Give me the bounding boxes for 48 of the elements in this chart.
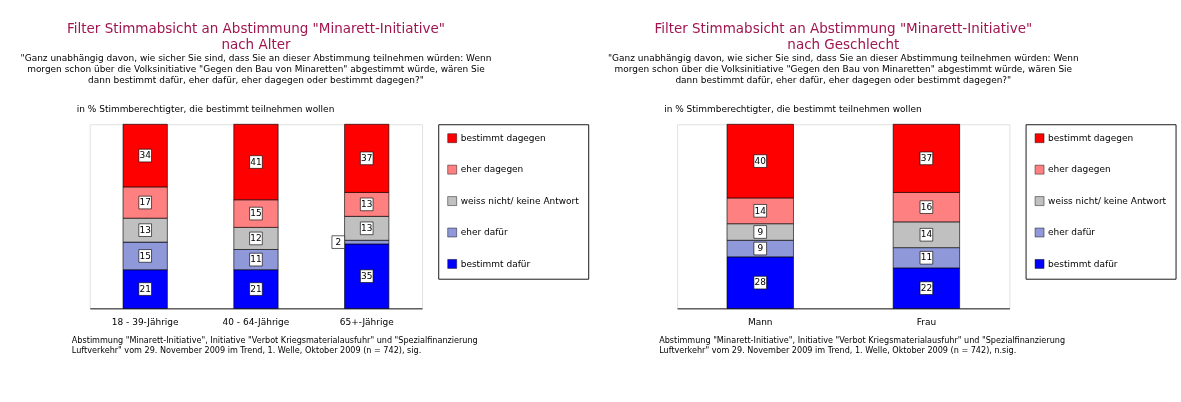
chart-title: Filter Stimmabsicht an Abstimmung "Minarett-Initiative" nach Alter [67,19,445,52]
chart-title: Filter Stimmabsicht an Abstimmung "Minarett-Initiative" nach Geschlecht [654,19,1033,52]
x-tick-label: 40 - 64-Jährige [222,317,290,328]
legend-label: eher dafür [460,227,509,238]
legend-label: bestimmt dafür [1048,258,1118,269]
data-label: 11 [250,254,262,265]
legend-label: bestimmt dafür [460,258,531,269]
data-label: 16 [920,201,933,212]
y-axis-title: in % Stimmberechtigter, die bestimmt teilnehmen wollen [664,104,922,115]
data-label: 11 [920,252,933,263]
x-tick-label: 65+-Jährige [339,317,395,328]
data-label: 15 [250,208,262,219]
legend-label: eher dafür [1048,227,1096,238]
data-label: 13 [139,224,151,235]
text: Abstimmung "Minarett-Initiative", Initiative "Verbot Kriegsmaterialausfuhr" und "Spezialfinanzierung Luftverkehr" vom 29. November 2009 im Trend, 1. Welle, Oktober 2009 (n = 742), n.sig. [659,335,1066,356]
data-label: 21 [139,283,151,294]
data-label: 21 [250,283,262,294]
data-label: 12 [250,233,262,244]
legend-label: eher dagegen [1048,164,1111,175]
legend-label: eher dagegen [460,164,524,175]
data-label: 13 [361,223,373,233]
data-label: 14 [754,205,767,216]
data-label: 40 [754,155,767,166]
legend-label: bestimmt dagegen [460,132,546,143]
data-label: 37 [920,153,933,164]
x-tick-label: 18 - 39-Jährige [111,317,180,328]
data-label: 17 [139,197,151,208]
x-tick-label: Frau [916,317,937,328]
text: Abstimmung "Minarett-Initiative", Initiative "Verbot Kriegsmaterialausfuhr" und "Spezialfinanzierung Luftverkehr" vom 29. November 2009 im Trend, 1. Welle, Oktober 2009 (n = 742), sig. [71,335,478,356]
legend-label: weiss nicht/ keine Antwort [1048,195,1167,206]
x-tick-label: Mann [747,317,773,328]
data-label: 14 [920,229,933,240]
y-axis-title: in % Stimmberechtigter, die bestimmt teilnehmen wollen [76,104,335,115]
legend-label: weiss nicht/ keine Antwort [460,195,580,206]
chart-subtitle: "Ganz unabhängig davon, wie sicher Sie sind, dass Sie an dieser Abstimmung teilnehmen würden: Wenn morgen schon über die Volksinitiative "Gegen den Bau von Minaretten" abgestimmt würde, wären Sie dann bestimmt dafür, eher dafür, eher dagegen oder bestimmt dagegen?" [607,53,1079,85]
data-label: 35 [361,270,373,281]
data-label: 2 [335,236,342,247]
data-label: 37 [361,153,373,164]
chart-subtitle: "Ganz unabhängig davon, wie sicher Sie sind, dass Sie an dieser Abstimmung teilnehmen würden: Wenn morgen schon über die Volksinitiative "Gegen den Bau von Minaretten" abgestimmt würde, wären Sie dann bestimmt dafür, eher dafür, eher dagegen oder bestimmt dagegen?" [20,53,492,85]
data-label: 13 [361,199,373,210]
data-label: 9 [757,226,764,237]
data-label: 22 [920,282,933,293]
data-label: 34 [139,150,152,161]
data-label: 9 [757,243,764,254]
legend-label: bestimmt dagegen [1048,132,1134,143]
data-label: 41 [250,156,262,167]
data-label: 15 [139,250,151,261]
data-label: 28 [754,277,767,288]
